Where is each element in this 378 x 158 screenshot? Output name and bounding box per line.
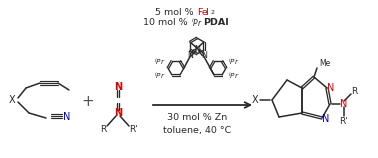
Text: $^{i}Pr$: $^{i}Pr$	[154, 56, 166, 68]
Text: N: N	[63, 112, 71, 122]
Text: N: N	[187, 52, 193, 61]
Text: N: N	[322, 114, 330, 124]
Text: 10 mol %: 10 mol %	[143, 18, 191, 27]
Text: Fe: Fe	[197, 8, 208, 17]
Text: X: X	[9, 95, 15, 105]
Text: $^{i}Pr$: $^{i}Pr$	[228, 56, 240, 68]
Text: R: R	[100, 125, 106, 134]
Text: $\mathit{^{i}Pr}$: $\mathit{^{i}Pr}$	[191, 16, 203, 29]
Text: N: N	[114, 82, 122, 92]
Text: X: X	[252, 95, 258, 105]
Text: Me: Me	[319, 60, 330, 69]
Text: +: +	[82, 94, 94, 109]
Text: 2: 2	[211, 10, 214, 15]
Text: N: N	[114, 108, 122, 118]
Text: N: N	[327, 83, 335, 93]
Text: R: R	[351, 86, 357, 95]
Text: $^{i}Pr$: $^{i}Pr$	[228, 70, 240, 82]
Text: R': R'	[339, 116, 349, 125]
Text: I: I	[206, 8, 208, 17]
Text: N: N	[340, 99, 348, 109]
Text: N: N	[201, 52, 207, 61]
Text: $^{i}Pr$: $^{i}Pr$	[154, 70, 166, 82]
Text: PDAI: PDAI	[203, 18, 229, 27]
Text: toluene, 40 °C: toluene, 40 °C	[163, 125, 231, 134]
Text: N: N	[194, 46, 200, 55]
Text: R': R'	[129, 125, 137, 134]
Text: 5 mol %: 5 mol %	[155, 8, 197, 17]
Text: 30 mol % Zn: 30 mol % Zn	[167, 112, 227, 122]
